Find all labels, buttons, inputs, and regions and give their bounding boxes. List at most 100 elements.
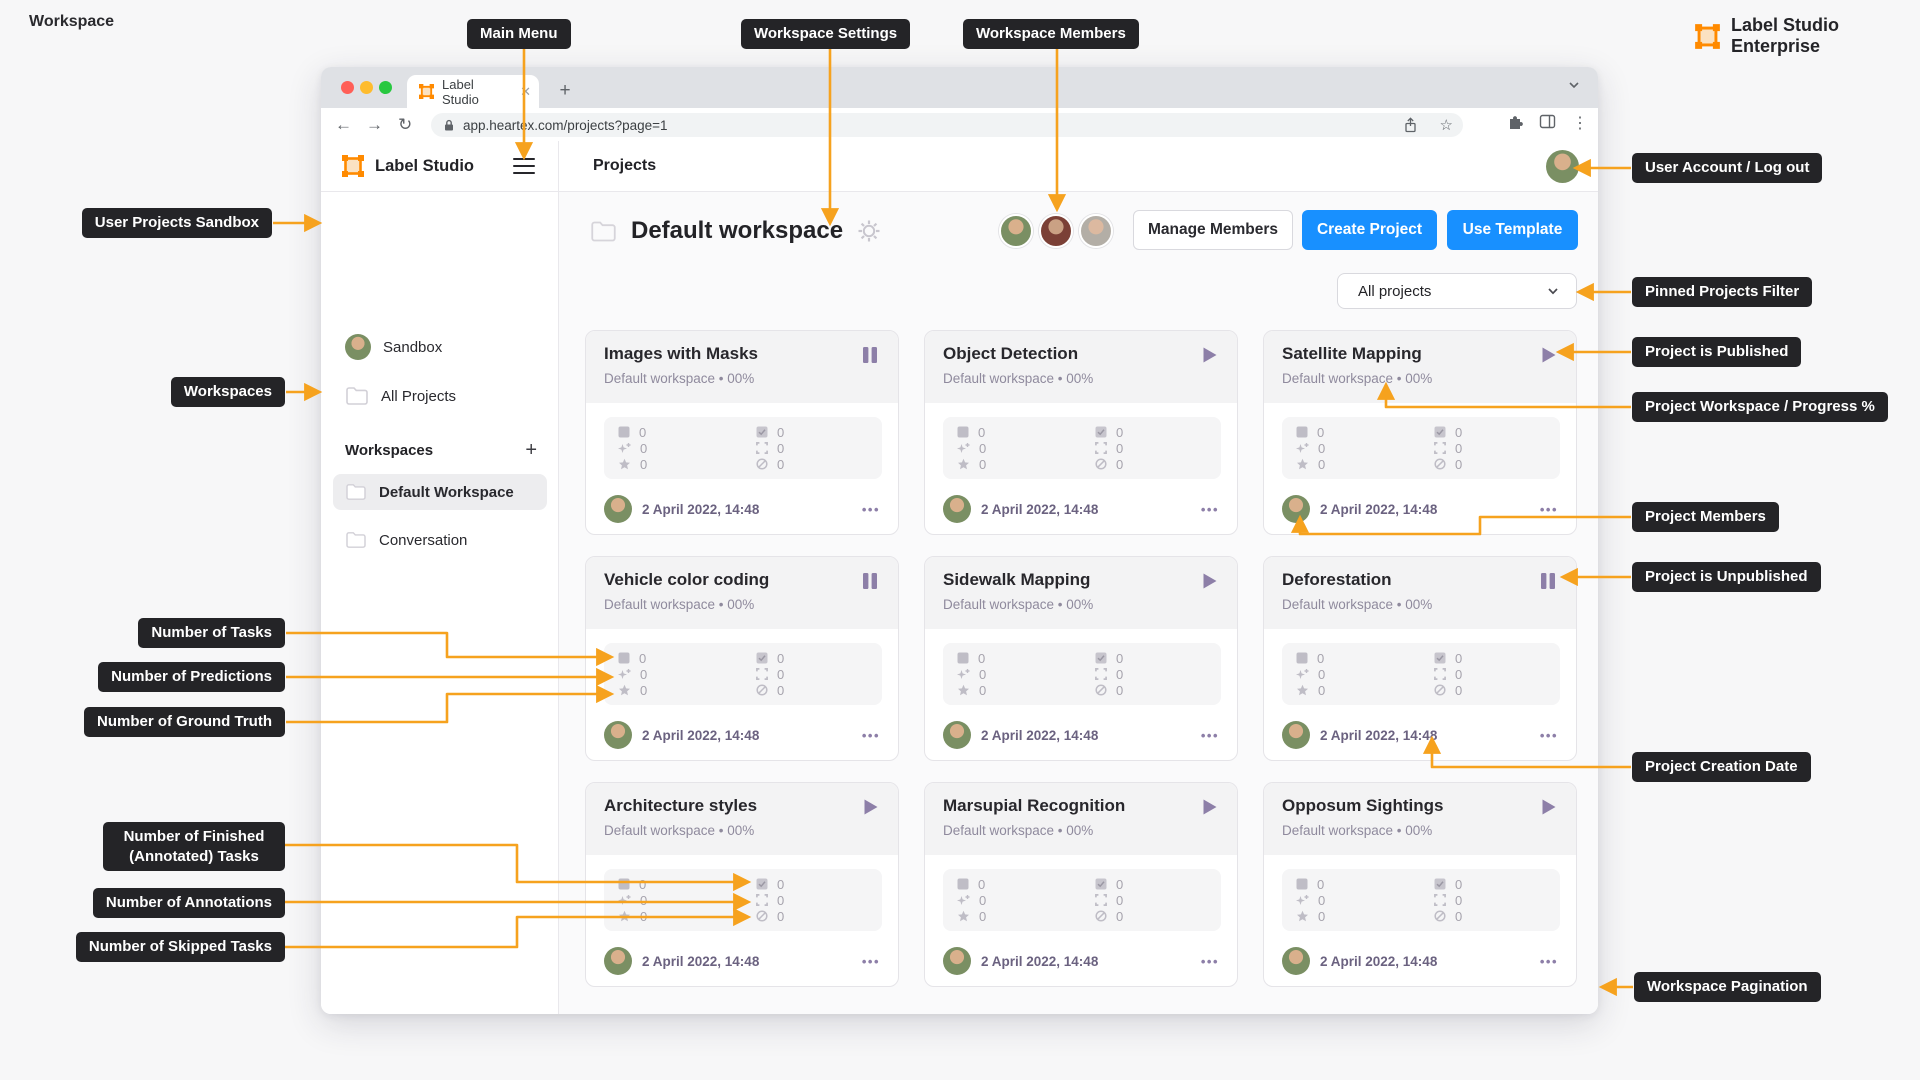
project-card[interactable]: Marsupial Recognition Default workspace … (924, 782, 1238, 987)
workspace-members-avatars[interactable] (999, 214, 1113, 248)
tab-search-chevron-icon[interactable] (1567, 78, 1581, 92)
add-workspace-button[interactable]: + (525, 439, 537, 461)
stat-finished: 0 (1095, 650, 1123, 666)
project-menu-kebab-icon[interactable]: ••• (861, 727, 880, 743)
extensions-puzzle-icon[interactable] (1507, 113, 1524, 130)
stat-predictions: 0 (1296, 440, 1325, 456)
workspace-settings-gear-icon[interactable] (857, 219, 881, 243)
window-close-button[interactable] (341, 81, 354, 94)
project-menu-kebab-icon[interactable]: ••• (1539, 727, 1558, 743)
workspace-title-row: Default workspace (590, 217, 881, 245)
workspace-title: Default workspace (631, 217, 844, 244)
annotation-number-of-annotations: Number of Annotations (92, 888, 285, 918)
reload-icon[interactable]: ↻ (398, 115, 413, 134)
lock-icon (443, 119, 455, 132)
side-panel-icon[interactable] (1539, 113, 1556, 130)
back-icon[interactable]: ← (335, 115, 352, 134)
project-title: Object Detection (943, 344, 1079, 363)
skipped-slash-circle-icon (1095, 910, 1107, 922)
use-template-button[interactable]: Use Template (1447, 210, 1578, 250)
new-tab-button[interactable]: + (559, 80, 571, 101)
main-menu-hamburger-icon[interactable] (513, 158, 535, 174)
bookmark-star-icon[interactable]: ☆ (1439, 117, 1453, 134)
skipped-slash-circle-icon (1095, 458, 1107, 470)
browser-menu-kebab-icon[interactable]: ⋮ (1572, 115, 1588, 132)
project-card-header: Sidewalk Mapping Default workspace • 00% (925, 557, 1237, 629)
tasks-square-icon (957, 652, 969, 664)
predictions-count: 0 (979, 666, 987, 682)
skipped-slash-circle-icon (1095, 684, 1107, 696)
project-card-header: Vehicle color coding Default workspace •… (586, 557, 898, 629)
sidebar-item-label: Default Workspace (379, 483, 514, 501)
stat-annotations: 0 (1095, 440, 1123, 456)
project-card[interactable]: Deforestation Default workspace • 00% 0 (1263, 556, 1577, 761)
stat-annotations: 0 (756, 892, 784, 908)
window-zoom-button[interactable] (379, 81, 392, 94)
sidebar-item-all-projects[interactable]: All Projects (321, 379, 558, 413)
filter-selected-value: All projects (1358, 282, 1432, 300)
project-workspace-progress: Default workspace • 00% (604, 597, 755, 612)
user-account-avatar[interactable] (1546, 150, 1579, 183)
app-logo-text: Label Studio (375, 156, 474, 175)
tasks-count: 0 (639, 650, 647, 666)
browser-tab[interactable]: Label Studio ✕ (407, 75, 539, 108)
project-menu-kebab-icon[interactable]: ••• (1200, 501, 1219, 517)
skipped-slash-circle-icon (1434, 910, 1446, 922)
sidebar-item-default-workspace[interactable]: Default Workspace (333, 474, 547, 510)
project-card[interactable]: Satellite Mapping Default workspace • 00… (1263, 330, 1577, 535)
project-card[interactable]: Sidewalk Mapping Default workspace • 00%… (924, 556, 1238, 761)
sidebar-item-label: All Projects (381, 387, 457, 405)
project-menu-kebab-icon[interactable]: ••• (1539, 953, 1558, 969)
annotations-selection-corners-icon (756, 442, 768, 454)
predictions-sparkles-icon (1296, 442, 1309, 455)
window-minimize-button[interactable] (360, 81, 373, 94)
skipped-slash-circle-icon (756, 910, 768, 922)
label-studio-logo-icon (341, 154, 365, 178)
finished-count: 0 (777, 650, 785, 666)
stat-predictions: 0 (1296, 892, 1325, 908)
stat-skipped: 0 (1434, 682, 1462, 698)
app-header: Label Studio Projects (321, 141, 1598, 192)
stat-ground-truth: 0 (1296, 682, 1325, 698)
address-bar[interactable]: app.heartex.com/projects?page=1 ☆ (431, 113, 1463, 137)
finished-check-square-icon (1434, 426, 1446, 438)
sidebar-item-conversation[interactable]: Conversation (321, 523, 558, 557)
project-card[interactable]: Vehicle color coding Default workspace •… (585, 556, 899, 761)
finished-check-square-icon (1434, 652, 1446, 664)
workspaces-header-label: Workspaces (345, 442, 434, 459)
sidebar-item-label: Sandbox (383, 338, 443, 356)
tasks-count: 0 (1317, 650, 1325, 666)
project-card[interactable]: Object Detection Default workspace • 00%… (924, 330, 1238, 535)
stat-annotations: 0 (1434, 666, 1462, 682)
project-card[interactable]: Architecture styles Default workspace • … (585, 782, 899, 987)
stat-predictions: 0 (618, 440, 647, 456)
predictions-count: 0 (640, 892, 648, 908)
browser-window: Label Studio ✕ + ← → ↻ app.heartex.com/p… (321, 67, 1598, 1014)
project-card[interactable]: Images with Masks Default workspace • 00… (585, 330, 899, 535)
pinned-projects-filter-dropdown[interactable]: All projects (1337, 273, 1577, 309)
share-icon[interactable] (1403, 117, 1418, 133)
stat-ground-truth: 0 (957, 908, 986, 924)
project-menu-kebab-icon[interactable]: ••• (1200, 953, 1219, 969)
project-menu-kebab-icon[interactable]: ••• (861, 953, 880, 969)
project-menu-kebab-icon[interactable]: ••• (1200, 727, 1219, 743)
project-card-footer: 2 April 2022, 14:48 ••• (1282, 715, 1558, 755)
sidebar-item-sandbox[interactable]: Sandbox (321, 330, 558, 364)
forward-icon[interactable]: → (366, 115, 383, 134)
project-menu-kebab-icon[interactable]: ••• (1539, 501, 1558, 517)
project-menu-kebab-icon[interactable]: ••• (861, 501, 880, 517)
create-project-button[interactable]: Create Project (1302, 210, 1437, 250)
manage-members-button[interactable]: Manage Members (1133, 210, 1293, 250)
project-created-date: 2 April 2022, 14:48 (642, 501, 760, 517)
stat-annotations: 0 (1434, 892, 1462, 908)
stat-ground-truth: 0 (618, 908, 647, 924)
annotation-main-menu: Main Menu (467, 19, 571, 49)
stat-tasks: 0 (618, 650, 647, 666)
project-card[interactable]: Opposum Sightings Default workspace • 00… (1263, 782, 1577, 987)
skipped-count: 0 (777, 908, 785, 924)
stat-tasks: 0 (957, 876, 986, 892)
tab-close-icon[interactable]: ✕ (520, 83, 531, 99)
project-stats-box: 0 0 0 (1282, 869, 1560, 931)
folder-icon (345, 531, 367, 549)
annotations-selection-corners-icon (1095, 894, 1107, 906)
